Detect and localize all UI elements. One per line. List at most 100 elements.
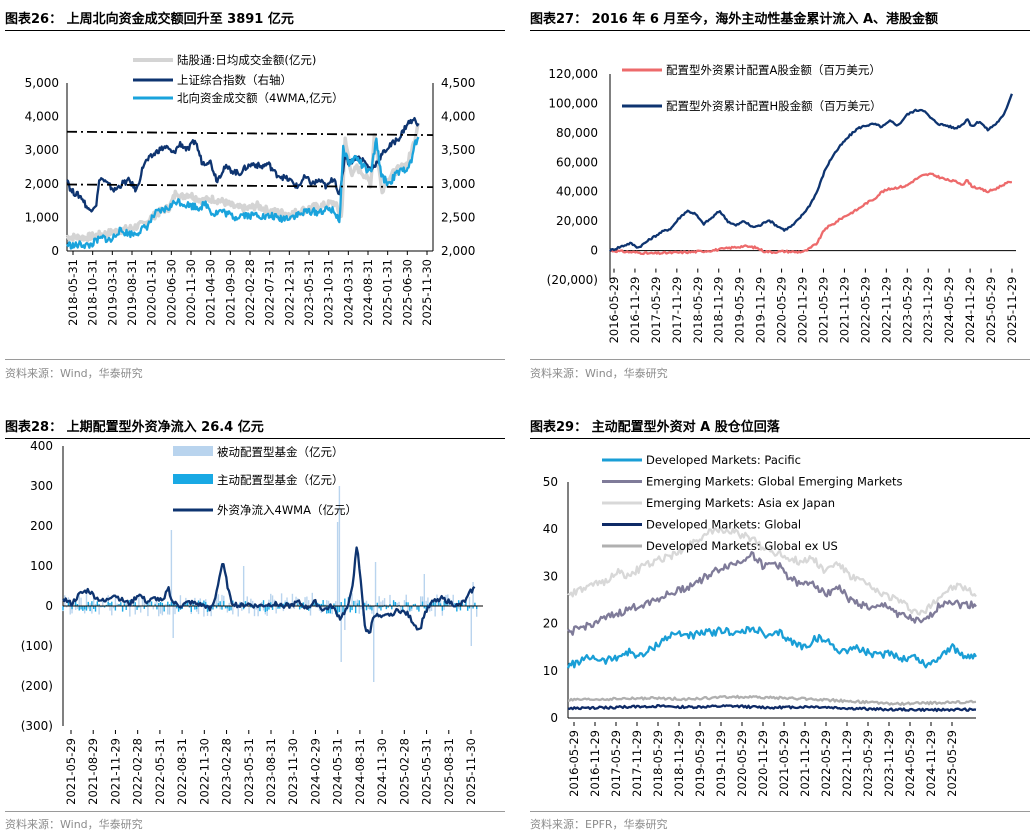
- y-tick-label: 40: [543, 522, 558, 536]
- legend-label: Emerging Markets: Global Emerging Market…: [646, 475, 903, 489]
- title-divider: [5, 30, 505, 31]
- x-tick-label: 2016-11-29: [588, 730, 602, 797]
- chart-svg: (300) (200) (100) 0 100 200 300 400 2021-05-29 20…: [21, 439, 483, 805]
- title-divider: [530, 30, 1030, 31]
- x-tick-label: 2018-11-29: [712, 277, 726, 344]
- footer-divider: [5, 811, 505, 812]
- y-tick-label: 1,000: [25, 210, 59, 224]
- source-note: 资料来源：Wind，华泰研究: [530, 367, 668, 380]
- x-tick-label: 2016-05-29: [607, 277, 621, 344]
- y-tick-label: 0: [45, 599, 53, 613]
- x-tick-label: 2017-05-29: [609, 730, 623, 797]
- y-tick-label: 120,000: [548, 67, 598, 81]
- x-tick-label: 2021-05-29: [777, 730, 791, 797]
- x-tick-label: 2024-05-29: [942, 277, 956, 344]
- legend-label: 配置型外资累计配置H股金额（百万美元）: [666, 99, 882, 113]
- chart-title: 图表29： 主动配置型外资对 A 股仓位回落: [530, 420, 780, 435]
- x-tick-label: 2021-09-30: [223, 259, 237, 326]
- y2-tick-label: 3,500: [441, 143, 475, 157]
- source-note: 资料来源：Wind，华泰研究: [5, 367, 143, 380]
- y2-tick-label: 2,500: [441, 210, 475, 224]
- x-tick-label: 2025-05-31: [420, 738, 434, 805]
- x-tick-label: 2024-11-29: [924, 730, 938, 797]
- x-tick-label: 2025-02-28: [397, 738, 411, 805]
- y-tick-label: (100): [21, 639, 53, 653]
- x-tick-label: 2023-02-28: [220, 738, 234, 805]
- x-tick-label: 2022-02-28: [131, 738, 145, 805]
- chart-svg: (20,000) 0 20,000 40,000 60,000 80,000 100,000…: [547, 63, 1019, 344]
- y-tick-label: 60,000: [556, 155, 598, 169]
- chart-panel-26: 图表26： 上周北向资金成交额回升至 3891 亿元 0 1,000 2,000 3,…: [5, 8, 505, 388]
- y-tick-label: 0: [550, 711, 558, 725]
- y-tick-label: 300: [30, 479, 53, 493]
- x-tick-label: 2021-11-29: [108, 738, 122, 805]
- legend-label: 主动配置型基金（亿元）: [217, 473, 344, 487]
- y-tick-label: 30: [543, 569, 558, 583]
- x-tick-label: 2024-03-31: [341, 259, 355, 326]
- x-tick-label: 2025-05-29: [945, 730, 959, 797]
- x-tick-label: 2019-11-29: [754, 277, 768, 344]
- x-tick-label: 2016-05-29: [567, 730, 581, 797]
- y-tick-label: 0: [51, 244, 59, 258]
- x-tick-label: 2023-11-29: [882, 730, 896, 797]
- x-tick-label: 2025-01-31: [381, 259, 395, 326]
- x-tick-label: 2017-11-29: [670, 277, 684, 344]
- x-tick-label: 2020-11-30: [184, 259, 198, 326]
- x-tick-label: 2018-10-31: [86, 259, 100, 326]
- x-tick-label: 2018-05-29: [651, 730, 665, 797]
- y2-tick-label: 3,000: [441, 177, 475, 191]
- x-tick-label: 2021-05-29: [816, 277, 830, 344]
- x-tick-label: 2022-11-30: [197, 738, 211, 805]
- x-tick-label: 2025-08-31: [442, 738, 456, 805]
- x-tick-label: 2022-07-31: [263, 259, 277, 326]
- y-tick-label: 0: [590, 244, 598, 258]
- x-tick-label: 2019-03-31: [105, 259, 119, 326]
- x-tick-label: 2018-05-29: [691, 277, 705, 344]
- y2-tick-label: 4,000: [441, 110, 475, 124]
- x-tick-label: 2019-11-29: [714, 730, 728, 797]
- legend-label: 被动配置型基金（亿元）: [217, 445, 344, 459]
- x-tick-label: 2021-11-29: [798, 730, 812, 797]
- y-tick-label: 10: [543, 664, 558, 678]
- x-tick-label: 2022-08-31: [175, 738, 189, 805]
- x-tick-label: 2022-11-29: [879, 277, 893, 344]
- y-tick-label: 80,000: [556, 126, 598, 140]
- legend-label: 外资净流入4WMA（亿元）: [217, 503, 357, 517]
- x-tick-label: 2024-08-31: [361, 259, 375, 326]
- x-tick-label: 2018-11-29: [672, 730, 686, 797]
- source-note: 资料来源：EPFR，华泰研究: [530, 818, 668, 831]
- title-divider: [5, 438, 505, 439]
- x-tick-label: 2017-05-29: [649, 277, 663, 344]
- footer-divider: [530, 359, 1030, 360]
- x-tick-label: 2019-05-29: [693, 730, 707, 797]
- legend-label: 北向资金成交额（4WMA,亿元）: [177, 91, 344, 105]
- series-line: [62, 546, 476, 634]
- x-tick-label: 2024-08-31: [353, 738, 367, 805]
- y-tick-label: 20,000: [556, 214, 598, 228]
- y-tick-label: (200): [21, 679, 53, 693]
- series-line: [609, 172, 1013, 256]
- y-tick-label: 400: [30, 439, 53, 453]
- x-tick-label: 2021-08-29: [86, 738, 100, 805]
- y-tick-label: (300): [21, 719, 53, 733]
- legend-label: 上证综合指数（右轴）: [177, 73, 292, 87]
- legend-label: Developed Markets: Pacific: [646, 453, 801, 467]
- x-tick-label: 2023-05-29: [900, 277, 914, 344]
- x-tick-label: 2022-05-29: [858, 277, 872, 344]
- series-line: [66, 122, 421, 243]
- x-tick-label: 2022-05-29: [819, 730, 833, 797]
- x-tick-label: 2024-05-31: [331, 738, 345, 805]
- y-tick-label: 200: [30, 519, 53, 533]
- x-tick-label: 2022-05-31: [153, 738, 167, 805]
- x-tick-label: 2025-06-30: [400, 259, 414, 326]
- x-tick-label: 2023-11-30: [286, 738, 300, 805]
- legend-label: Developed Markets: Global: [646, 518, 801, 532]
- x-tick-label: 2024-11-30: [375, 738, 389, 805]
- legend-label: Developed Markets: Global ex US: [646, 539, 838, 553]
- x-tick-label: 2025-05-29: [984, 277, 998, 344]
- x-tick-label: 2024-05-29: [903, 730, 917, 797]
- x-tick-label: 2021-11-29: [837, 277, 851, 344]
- legend-label: Emerging Markets: Asia ex Japan: [646, 496, 835, 510]
- series-line: [568, 694, 977, 706]
- x-tick-label: 2020-06-30: [164, 259, 178, 326]
